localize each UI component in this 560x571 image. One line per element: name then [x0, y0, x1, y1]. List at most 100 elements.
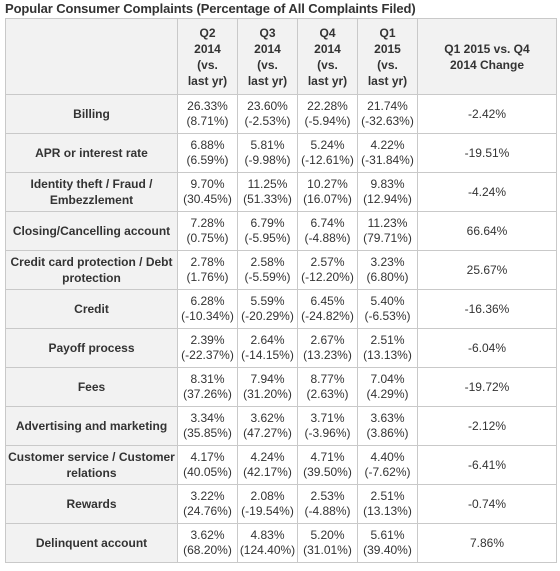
row-label: Credit: [5, 289, 178, 329]
year-over-year-value: (35.85%): [183, 426, 232, 440]
share-value: 9.83%: [370, 177, 405, 191]
change-cell: 7.86%: [417, 523, 557, 563]
year-over-year-value: (0.75%): [186, 231, 229, 245]
change-cell: -19.51%: [417, 133, 557, 173]
row-label: Credit card protection / Debt protection: [5, 250, 178, 290]
year-over-year-value: (-3.96%): [304, 426, 351, 440]
header-line: (vs.: [377, 57, 398, 72]
change-cell: -19.72%: [417, 367, 557, 407]
share-value: 2.08%: [250, 489, 285, 503]
header-line: 2014: [254, 41, 281, 56]
change-cell: -2.12%: [417, 406, 557, 446]
share-value: 21.74%: [367, 99, 408, 113]
table-row: Identity theft / Fraud / Embezzlement 9.7…: [5, 172, 557, 212]
value-cell: 11.25% (51.33%): [237, 172, 298, 212]
row-label: APR or interest rate: [5, 133, 178, 173]
share-value: 9.70%: [190, 177, 225, 191]
header-line: (vs.: [257, 57, 278, 72]
year-over-year-value: (39.40%): [363, 543, 412, 557]
share-value: 10.27%: [307, 177, 348, 191]
header-line: Q1: [379, 25, 396, 40]
share-value: 4.22%: [370, 138, 405, 152]
value-cell: 6.88% (6.59%): [177, 133, 238, 173]
complaints-table: Q2 2014 (vs. last yr) Q3 2014 (vs. last …: [5, 18, 557, 563]
value-cell: 3.62% (47.27%): [237, 406, 298, 446]
share-value: 3.63%: [370, 411, 405, 425]
column-header-change: Q1 2015 vs. Q4 2014 Change: [417, 18, 557, 95]
year-over-year-value: (-9.98%): [244, 153, 291, 167]
share-value: 3.71%: [310, 411, 345, 425]
year-over-year-value: (-5.94%): [304, 114, 351, 128]
header-line: last yr): [247, 73, 288, 88]
value-cell: 9.70% (30.45%): [177, 172, 238, 212]
value-cell: 7.94% (31.20%): [237, 367, 298, 407]
share-value: 23.60%: [247, 99, 288, 113]
share-value: 4.40%: [370, 450, 405, 464]
share-value: 8.77%: [310, 372, 345, 386]
year-over-year-value: (31.01%): [303, 543, 352, 557]
share-value: 2.53%: [310, 489, 345, 503]
year-over-year-value: (39.50%): [303, 465, 352, 479]
header-line: last yr): [187, 73, 228, 88]
value-cell: 2.53% (-4.88%): [297, 484, 358, 524]
year-over-year-value: (-19.54%): [241, 504, 294, 518]
share-value: 11.25%: [247, 177, 288, 191]
value-cell: 6.79% (-5.95%): [237, 211, 298, 251]
year-over-year-value: (-31.84%): [361, 153, 414, 167]
year-over-year-value: (68.20%): [183, 543, 232, 557]
value-cell: 11.23% (79.71%): [357, 211, 418, 251]
share-value: 2.51%: [370, 489, 405, 503]
value-cell: 22.28% (-5.94%): [297, 94, 358, 134]
table-row: Advertising and marketing 3.34% (35.85%) 3.…: [5, 406, 557, 446]
year-over-year-value: (-2.53%): [244, 114, 291, 128]
year-over-year-value: (24.76%): [183, 504, 232, 518]
share-value: 8.31%: [190, 372, 225, 386]
value-cell: 4.22% (-31.84%): [357, 133, 418, 173]
year-over-year-value: (-20.29%): [241, 309, 294, 323]
row-label: Customer service / Customer relations: [5, 445, 178, 485]
share-value: 5.61%: [370, 528, 405, 542]
header-line: Q4: [319, 25, 336, 40]
share-value: 5.40%: [370, 294, 405, 308]
share-value: 2.58%: [250, 255, 285, 269]
share-value: 3.62%: [250, 411, 285, 425]
header-blank-cell: [5, 18, 178, 95]
share-value: 6.88%: [190, 138, 225, 152]
value-cell: 3.71% (-3.96%): [297, 406, 358, 446]
column-header-q3-2014: Q3 2014 (vs. last yr): [237, 18, 298, 95]
year-over-year-value: (1.76%): [186, 270, 229, 284]
share-value: 3.62%: [190, 528, 225, 542]
year-over-year-value: (-6.53%): [364, 309, 411, 323]
year-over-year-value: (37.26%): [183, 387, 232, 401]
share-value: 6.74%: [310, 216, 345, 230]
header-line: last yr): [307, 73, 348, 88]
share-value: 5.24%: [310, 138, 345, 152]
header-line: 2014 Change: [449, 57, 525, 72]
year-over-year-value: (-22.37%): [181, 348, 234, 362]
year-over-year-value: (6.59%): [186, 153, 229, 167]
share-value: 5.81%: [250, 138, 285, 152]
share-value: 6.28%: [190, 294, 225, 308]
header-line: Q2: [199, 25, 216, 40]
share-value: 3.22%: [190, 489, 225, 503]
year-over-year-value: (-24.82%): [301, 309, 354, 323]
change-cell: -16.36%: [417, 289, 557, 329]
row-label: Identity theft / Fraud / Embezzlement: [5, 172, 178, 212]
year-over-year-value: (40.05%): [183, 465, 232, 479]
header-line: (vs.: [197, 57, 218, 72]
share-value: 2.67%: [310, 333, 345, 347]
change-cell: -4.24%: [417, 172, 557, 212]
value-cell: 5.61% (39.40%): [357, 523, 418, 563]
row-label: Payoff process: [5, 328, 178, 368]
year-over-year-value: (-12.20%): [301, 270, 354, 284]
share-value: 11.23%: [367, 216, 408, 230]
year-over-year-value: (6.80%): [366, 270, 409, 284]
year-over-year-value: (124.40%): [239, 543, 296, 557]
share-value: 5.59%: [250, 294, 285, 308]
value-cell: 7.28% (0.75%): [177, 211, 238, 251]
change-cell: -6.41%: [417, 445, 557, 485]
value-cell: 2.39% (-22.37%): [177, 328, 238, 368]
year-over-year-value: (31.20%): [243, 387, 292, 401]
value-cell: 2.78% (1.76%): [177, 250, 238, 290]
year-over-year-value: (42.17%): [243, 465, 292, 479]
